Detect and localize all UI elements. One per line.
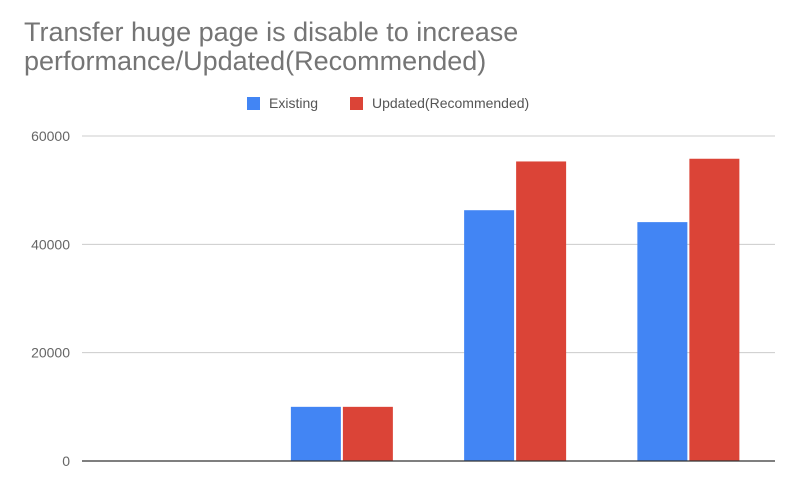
chart-title: Transfer huge page is disable to increas… [24,17,519,76]
bar-updated[interactable] [689,158,740,461]
y-tick-label: 0 [62,453,70,469]
bar-existing[interactable] [637,222,688,461]
bar-updated[interactable] [342,406,393,461]
y-tick-label: 20000 [31,345,70,361]
bar-existing[interactable] [464,210,515,461]
bar-existing[interactable] [290,406,341,461]
legend-label-updated: Updated(Recommended) [372,95,530,111]
legend-swatch-existing [247,97,260,110]
y-tick-label: 40000 [31,236,70,252]
legend-swatch-updated [350,97,363,110]
y-axis-tick-labels: 0 20000 40000 60000 [31,128,70,469]
bars [290,158,740,462]
bar-updated[interactable] [516,161,567,462]
legend: Existing Updated(Recommended) [0,94,800,112]
y-tick-label: 60000 [31,128,70,144]
legend-item-updated[interactable]: Updated(Recommended) [350,94,529,112]
legend-item-existing[interactable]: Existing [247,94,318,112]
legend-label-existing: Existing [269,95,319,111]
